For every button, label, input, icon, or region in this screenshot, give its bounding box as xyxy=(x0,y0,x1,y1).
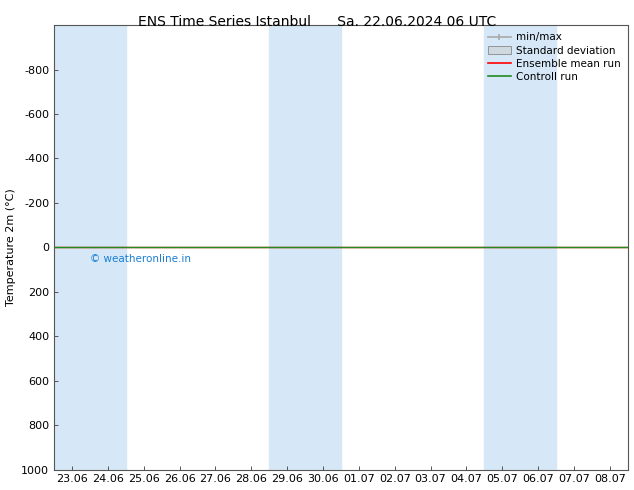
Text: ENS Time Series Istanbul      Sa. 22.06.2024 06 UTC: ENS Time Series Istanbul Sa. 22.06.2024 … xyxy=(138,15,496,29)
Bar xyxy=(54,25,126,469)
Bar xyxy=(269,25,341,469)
Legend: min/max, Standard deviation, Ensemble mean run, Controll run: min/max, Standard deviation, Ensemble me… xyxy=(484,28,624,86)
Text: © weatheronline.in: © weatheronline.in xyxy=(90,254,191,264)
Y-axis label: Temperature 2m (°C): Temperature 2m (°C) xyxy=(6,189,16,306)
Bar xyxy=(484,25,556,469)
